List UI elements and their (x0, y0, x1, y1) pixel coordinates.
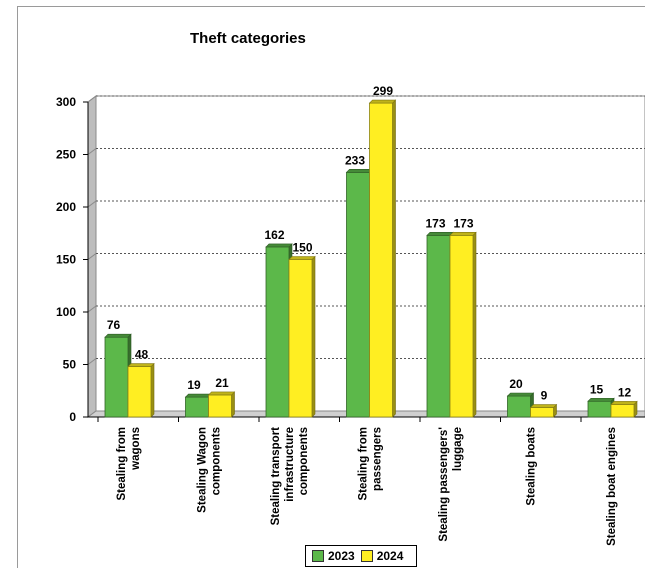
bar-side (150, 362, 155, 418)
y-tick-label: 200 (56, 200, 76, 214)
y-tick-label: 300 (56, 95, 76, 109)
data-label: 76 (107, 318, 121, 332)
data-label: 9 (541, 389, 548, 403)
category-label: Stealing transport infrastructure componen… (270, 427, 310, 526)
legend-label-2024: 2024 (376, 549, 404, 563)
bar-side (392, 99, 396, 418)
category-label: Stealing Wagon components (197, 427, 223, 513)
data-label: 19 (187, 378, 201, 392)
frame-top-border (17, 6, 645, 7)
bar-side (472, 231, 477, 418)
bar-2024 (449, 234, 474, 418)
bar-side (231, 391, 235, 418)
legend-item-2024: 2024 (360, 549, 404, 563)
bar-2023 (185, 396, 209, 418)
bar-2024 (610, 403, 635, 418)
legend-label-2023: 2023 (328, 549, 355, 563)
bar-top (529, 404, 558, 408)
bar-side (311, 255, 316, 418)
bar-top (127, 363, 155, 367)
bar-top (610, 401, 638, 405)
data-label: 150 (292, 241, 312, 255)
bar-2024 (369, 102, 393, 418)
bar-top (506, 392, 535, 397)
data-label: 173 (453, 216, 473, 230)
bar-top (184, 393, 213, 398)
gridline-side (87, 200, 97, 208)
data-label: 233 (345, 153, 365, 167)
bar-2023 (104, 336, 129, 418)
bar-top (449, 232, 477, 236)
bar-top (288, 256, 316, 260)
bar-2023 (265, 246, 290, 418)
bar-2023 (587, 400, 612, 418)
bar-top (426, 232, 454, 236)
category-label: Stealing boats (526, 427, 538, 506)
data-label: 162 (264, 228, 284, 242)
bar-2024 (288, 259, 313, 418)
bar-top (104, 333, 132, 338)
category-label: Stealing from wagons (116, 427, 142, 500)
bar-top (345, 169, 374, 173)
y-tick-label: 100 (56, 305, 76, 319)
category-label: Stealing from passengers (358, 427, 384, 500)
bar-2023 (507, 395, 531, 418)
category-label: Stealing passengers' luggage (438, 427, 464, 542)
frame-left-border (17, 6, 18, 568)
bar-top (265, 243, 293, 248)
chart-title: Theft categories (190, 30, 306, 47)
legend-swatch-2023 (312, 550, 324, 562)
y-tick-label: 250 (56, 148, 76, 162)
data-label: 299 (373, 84, 393, 98)
bar-2023 (426, 234, 451, 418)
bar-2024 (127, 366, 152, 418)
legend-item-2023: 2023 (312, 549, 355, 563)
legend-swatch-2024 (360, 550, 373, 562)
data-label: 21 (215, 376, 229, 390)
bar-top (587, 397, 615, 402)
gridline-side (87, 253, 97, 260)
gridline-side (87, 95, 97, 103)
chart-legend: 2023 2024 (305, 545, 417, 567)
y-tick-label: 50 (63, 358, 77, 372)
data-label: 20 (509, 377, 523, 391)
y-tick-label: 0 (69, 410, 76, 424)
data-label: 12 (618, 385, 632, 399)
bar-2024 (530, 407, 554, 418)
gridline-side (87, 148, 97, 155)
bar-top (207, 391, 236, 396)
bar-top (368, 99, 397, 104)
gridline-side (87, 305, 97, 313)
gridline-side (87, 358, 97, 365)
data-label: 173 (425, 216, 445, 230)
bar-2024 (208, 394, 232, 418)
category-label: Stealing boat engines (606, 427, 618, 546)
data-label: 15 (590, 382, 604, 396)
bar-2023 (346, 171, 370, 418)
data-label: 48 (135, 348, 149, 362)
y-tick-label: 150 (56, 253, 76, 267)
